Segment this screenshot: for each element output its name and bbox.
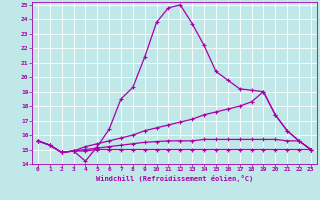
X-axis label: Windchill (Refroidissement éolien,°C): Windchill (Refroidissement éolien,°C) (96, 175, 253, 182)
